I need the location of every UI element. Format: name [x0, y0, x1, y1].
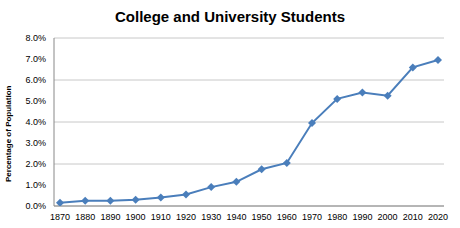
- svg-text:2010: 2010: [403, 212, 423, 222]
- svg-text:1940: 1940: [226, 212, 246, 222]
- svg-text:Percentage of Population: Percentage of Population: [8, 85, 13, 182]
- svg-text:1990: 1990: [352, 212, 372, 222]
- svg-text:1890: 1890: [100, 212, 120, 222]
- svg-text:1930: 1930: [201, 212, 221, 222]
- svg-text:1980: 1980: [327, 212, 347, 222]
- svg-text:8.0%: 8.0%: [25, 33, 46, 43]
- svg-text:1.0%: 1.0%: [25, 180, 46, 190]
- svg-text:5.0%: 5.0%: [25, 96, 46, 106]
- svg-text:1920: 1920: [176, 212, 196, 222]
- html-text:College and University Student: College and University Students: [115, 8, 345, 25]
- svg-text:7.0%: 7.0%: [25, 54, 46, 64]
- svg-text:2.0%: 2.0%: [25, 159, 46, 169]
- svg-text:1960: 1960: [277, 212, 297, 222]
- svg-text:1880: 1880: [75, 212, 95, 222]
- svg-text:1870: 1870: [50, 212, 70, 222]
- svg-text:2020: 2020: [428, 212, 448, 222]
- svg-text:0.0%: 0.0%: [25, 201, 46, 211]
- svg-text:1900: 1900: [126, 212, 146, 222]
- svg-text:1950: 1950: [252, 212, 272, 222]
- svg-text:1910: 1910: [151, 212, 171, 222]
- svg-text:4.0%: 4.0%: [25, 117, 46, 127]
- svg-text:1970: 1970: [302, 212, 322, 222]
- svg-text:2000: 2000: [378, 212, 398, 222]
- svg-text:3.0%: 3.0%: [25, 138, 46, 148]
- svg-text:6.0%: 6.0%: [25, 75, 46, 85]
